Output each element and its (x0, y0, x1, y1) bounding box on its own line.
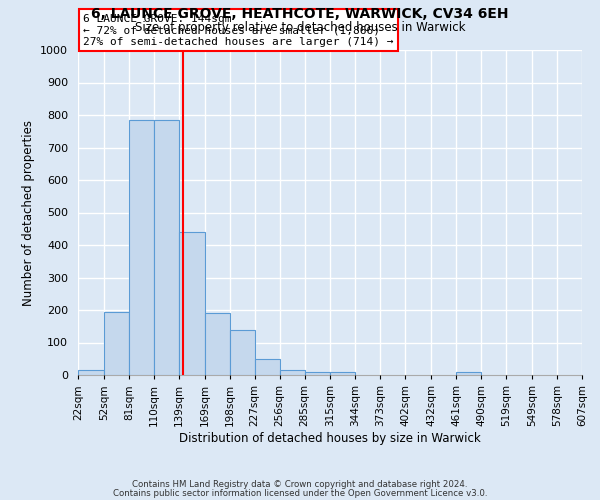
Bar (230, 330, 254, 375)
Bar (254, 360, 280, 375)
Y-axis label: Number of detached properties: Number of detached properties (22, 120, 35, 306)
Bar (179, 232, 205, 375)
Bar (456, 372, 481, 375)
Bar (331, 372, 355, 375)
Bar (305, 372, 331, 375)
Bar (205, 313, 230, 375)
Text: Contains public sector information licensed under the Open Government Licence v3: Contains public sector information licen… (113, 488, 487, 498)
Bar (154, 120, 179, 375)
Text: 6, LAUNCE GROVE, HEATHCOTE, WARWICK, CV34 6EH: 6, LAUNCE GROVE, HEATHCOTE, WARWICK, CV3… (91, 8, 509, 22)
Text: 6 LAUNCE GROVE: 144sqm
← 72% of detached houses are smaller (1,866)
27% of semi-: 6 LAUNCE GROVE: 144sqm ← 72% of detached… (83, 14, 394, 47)
Bar (78, 370, 104, 375)
X-axis label: Distribution of detached houses by size in Warwick: Distribution of detached houses by size … (179, 432, 481, 444)
Bar (104, 312, 129, 375)
Text: Contains HM Land Registry data © Crown copyright and database right 2024.: Contains HM Land Registry data © Crown c… (132, 480, 468, 489)
Text: Size of property relative to detached houses in Warwick: Size of property relative to detached ho… (135, 21, 465, 34)
Bar (280, 370, 305, 375)
Bar (129, 120, 154, 375)
